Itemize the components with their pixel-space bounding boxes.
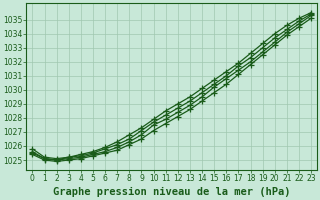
X-axis label: Graphe pression niveau de la mer (hPa): Graphe pression niveau de la mer (hPa)	[53, 187, 291, 197]
